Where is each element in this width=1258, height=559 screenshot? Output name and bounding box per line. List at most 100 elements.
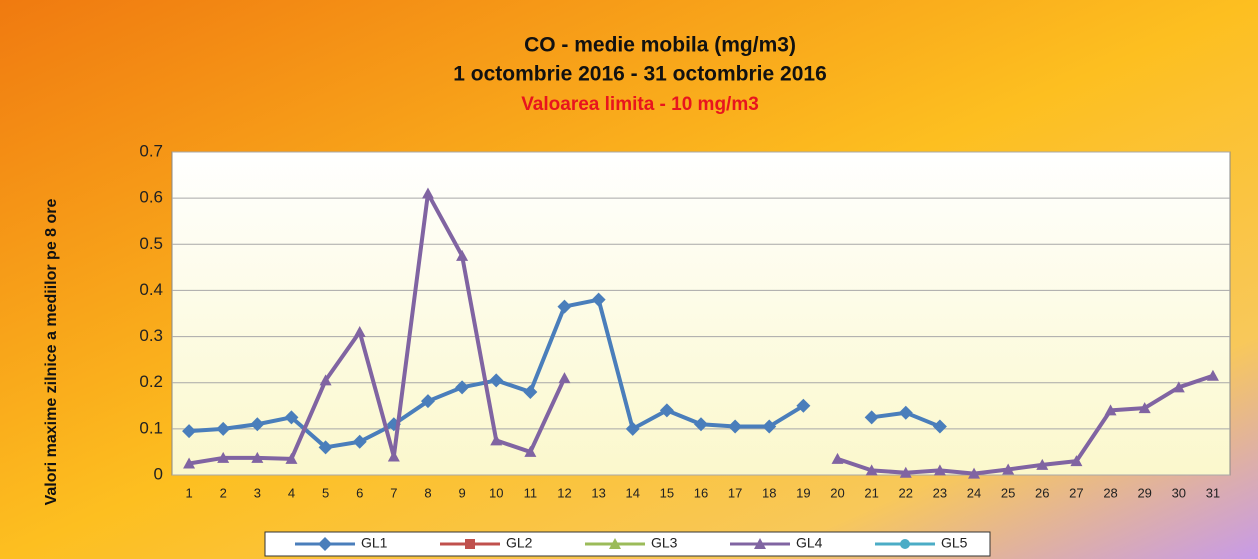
- y-tick-label: 0.6: [139, 188, 163, 207]
- marker: [318, 440, 333, 455]
- x-tick-label: 31: [1206, 485, 1220, 500]
- x-tick-label: 7: [390, 485, 397, 500]
- x-tick-label: 23: [933, 485, 947, 500]
- marker: [1036, 458, 1049, 470]
- x-tick-label: 27: [1069, 485, 1083, 500]
- marker: [609, 538, 621, 549]
- legend-label: GL1: [361, 535, 388, 551]
- x-tick-label: 9: [458, 485, 465, 500]
- x-tick-label: 15: [660, 485, 674, 500]
- marker: [183, 457, 196, 469]
- marker: [465, 539, 475, 549]
- x-tick-label: 16: [694, 485, 708, 500]
- series-line: [188, 191, 1214, 476]
- x-tick-label: 11: [524, 485, 538, 500]
- marker: [182, 424, 197, 439]
- marker: [754, 538, 766, 549]
- x-tick-label: 29: [1137, 485, 1151, 500]
- y-tick-label: 0.5: [139, 234, 163, 253]
- legend-label: GL4: [796, 535, 823, 551]
- marker: [318, 537, 332, 551]
- y-axis-label: Valori maxime zilnice a mediilor pe 8 or…: [43, 199, 60, 506]
- x-tick-label: 6: [356, 485, 363, 500]
- marker: [489, 373, 504, 388]
- x-tick-label: 3: [254, 485, 261, 500]
- chart-subtitle: 1 octombrie 2016 - 31 octombrie 2016: [453, 63, 827, 86]
- x-tick-label: 21: [864, 485, 878, 500]
- x-tick-label: 4: [288, 485, 295, 500]
- marker: [762, 419, 777, 434]
- marker: [659, 403, 674, 418]
- x-tick-label: 13: [591, 485, 605, 500]
- legend-label: GL5: [941, 535, 968, 551]
- marker: [319, 374, 332, 386]
- marker: [1172, 381, 1185, 393]
- marker: [900, 539, 910, 549]
- marker: [455, 380, 470, 395]
- marker: [421, 187, 434, 199]
- legend-label: GL3: [651, 535, 678, 551]
- x-tick-label: 1: [185, 485, 192, 500]
- x-tick-label: 22: [899, 485, 913, 500]
- y-tick-label: 0.7: [139, 141, 163, 160]
- x-tick-label: 28: [1103, 485, 1117, 500]
- y-tick-label: 0: [154, 464, 163, 483]
- marker: [591, 292, 606, 307]
- y-tick-label: 0.2: [139, 372, 163, 391]
- marker: [490, 434, 503, 446]
- x-tick-label: 14: [626, 485, 640, 500]
- legend-label: GL2: [506, 535, 533, 551]
- x-tick-label: 17: [728, 485, 742, 500]
- x-tick-label: 8: [424, 485, 431, 500]
- x-tick-label: 18: [762, 485, 776, 500]
- marker: [1104, 404, 1117, 416]
- marker: [831, 452, 844, 464]
- marker: [1206, 369, 1219, 381]
- marker: [352, 434, 367, 449]
- marker: [250, 417, 265, 432]
- x-tick-label: 5: [322, 485, 329, 500]
- y-tick-label: 0.3: [139, 326, 163, 345]
- x-tick-label: 19: [796, 485, 810, 500]
- marker: [1070, 455, 1083, 467]
- x-tick-label: 25: [1001, 485, 1015, 500]
- marker: [1002, 463, 1015, 475]
- marker: [557, 299, 572, 314]
- marker: [285, 452, 298, 464]
- marker: [728, 419, 743, 434]
- x-tick-label: 30: [1172, 485, 1186, 500]
- marker: [558, 372, 571, 384]
- marker: [523, 384, 538, 399]
- marker: [625, 421, 640, 436]
- marker: [864, 410, 879, 425]
- marker: [524, 445, 537, 457]
- y-tick-label: 0.1: [139, 418, 163, 437]
- marker: [216, 421, 231, 436]
- marker: [251, 451, 264, 463]
- marker: [420, 394, 435, 409]
- marker: [898, 405, 913, 420]
- marker: [865, 464, 878, 476]
- chart-title: CO - medie mobila (mg/m3): [524, 34, 796, 57]
- marker: [796, 398, 811, 413]
- x-tick-label: 2: [220, 485, 227, 500]
- marker: [1138, 402, 1151, 414]
- marker: [932, 419, 947, 434]
- x-tick-label: 24: [967, 485, 981, 500]
- marker: [284, 410, 299, 425]
- annotation: Valoarea limita - 10 mg/m3: [521, 94, 759, 115]
- x-tick-label: 10: [489, 485, 503, 500]
- x-tick-label: 26: [1035, 485, 1049, 500]
- marker: [694, 417, 708, 432]
- marker: [217, 451, 230, 463]
- marker: [968, 467, 981, 479]
- x-tick-label: 12: [557, 485, 571, 500]
- x-tick-label: 20: [830, 485, 844, 500]
- marker: [899, 466, 912, 478]
- marker: [387, 450, 400, 462]
- y-tick-label: 0.4: [139, 280, 163, 299]
- marker: [353, 325, 366, 337]
- marker: [933, 464, 946, 476]
- marker: [456, 249, 469, 261]
